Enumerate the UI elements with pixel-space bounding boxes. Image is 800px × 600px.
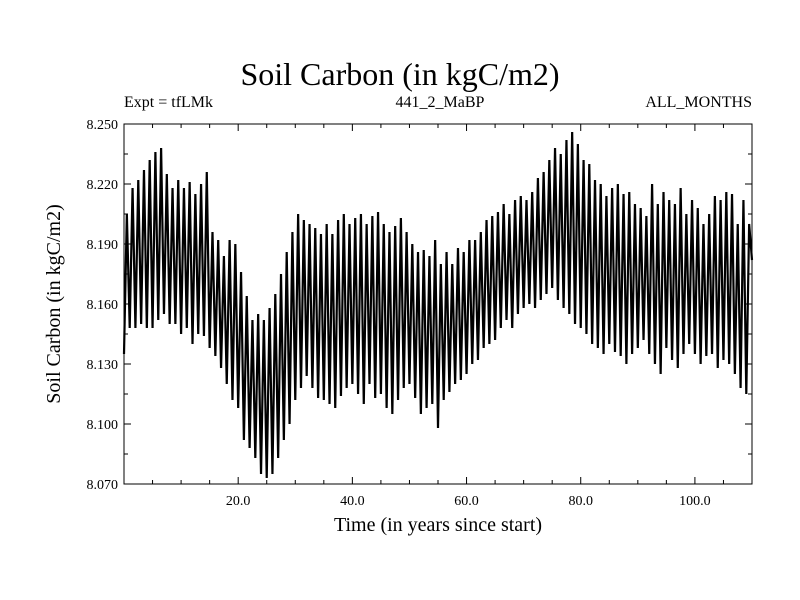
x-tick-label: 60.0 bbox=[454, 494, 479, 509]
soil-carbon-series-line bbox=[122, 131, 754, 479]
y-tick-label: 8.100 bbox=[87, 418, 119, 433]
y-tick-label: 8.190 bbox=[87, 238, 119, 253]
x-tick-label: 80.0 bbox=[568, 494, 593, 509]
y-tick-label: 8.160 bbox=[87, 298, 119, 313]
y-tick-label: 8.070 bbox=[87, 478, 119, 493]
experiment-label: Expt = tfLMk bbox=[124, 94, 214, 111]
run-id-label: 441_2_MaBP bbox=[395, 94, 485, 111]
y-axis-title: Soil Carbon (in kgC/m2) bbox=[43, 204, 65, 403]
chart-title: Soil Carbon (in kgC/m2) bbox=[240, 56, 560, 92]
x-tick-label: 20.0 bbox=[226, 494, 251, 509]
y-tick-label: 8.250 bbox=[87, 118, 119, 133]
y-tick-label: 8.130 bbox=[87, 358, 119, 373]
x-tick-label: 100.0 bbox=[679, 494, 711, 509]
months-label: ALL_MONTHS bbox=[645, 94, 752, 111]
plot-frame bbox=[123, 123, 753, 485]
y-tick-label: 8.220 bbox=[87, 178, 119, 193]
x-tick-label: 40.0 bbox=[340, 494, 365, 509]
x-axis-title: Time (in years since start) bbox=[334, 514, 542, 536]
